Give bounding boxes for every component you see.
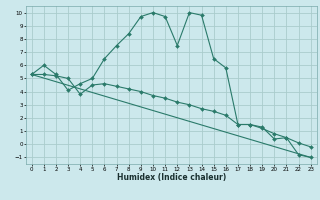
X-axis label: Humidex (Indice chaleur): Humidex (Indice chaleur): [116, 173, 226, 182]
